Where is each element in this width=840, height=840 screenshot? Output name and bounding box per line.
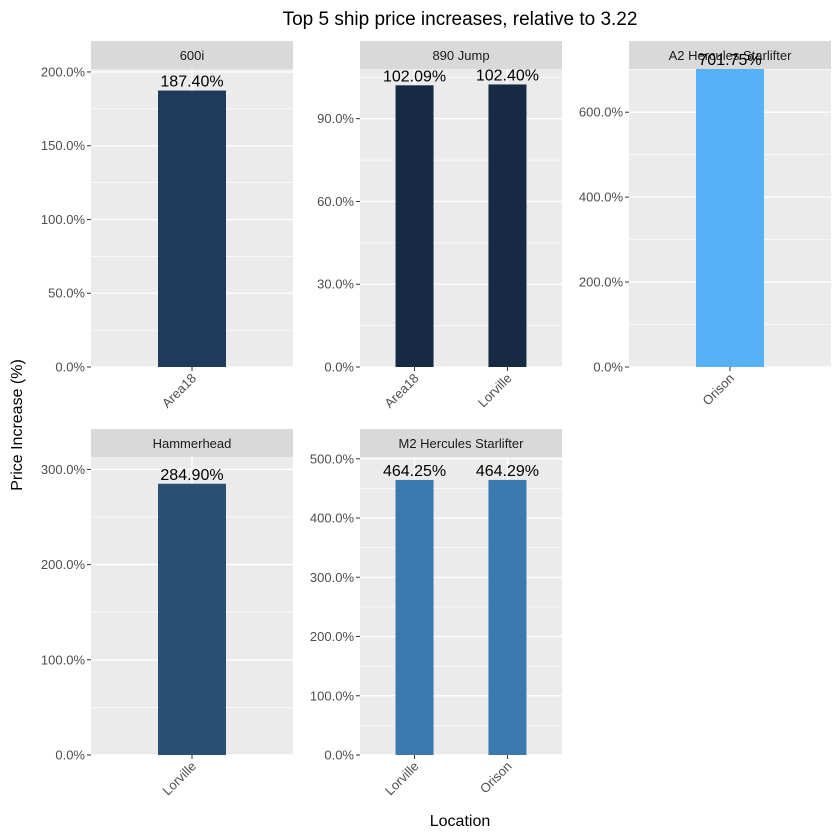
facet-panel: Hammerhead 284.90% 0.0% 100.0% 200.0% 300.0% L… xyxy=(41,429,293,798)
facet-strip xyxy=(629,41,831,69)
facet-strip-label: M2 Hercules Starlifter xyxy=(399,436,525,451)
y-tick-label: 30.0% xyxy=(317,277,354,292)
bar xyxy=(158,90,226,368)
facet-strip xyxy=(91,429,293,457)
facet-panel-background xyxy=(360,69,562,367)
data-label: 284.90% xyxy=(160,467,223,484)
facet-strip xyxy=(91,41,293,69)
chart-title: Top 5 ship price increases, relative to … xyxy=(283,9,638,30)
data-label: 464.25% xyxy=(383,463,446,480)
facet-strip xyxy=(360,429,562,457)
y-tick-label: 0.0% xyxy=(324,748,354,763)
y-tick-label: 400.0% xyxy=(310,511,355,526)
x-tick-label: Lorville xyxy=(475,371,515,411)
facet-strip-label: A2 Hercules Starlifter xyxy=(669,48,792,63)
y-tick-label: 600.0% xyxy=(579,105,624,120)
x-tick-label: Orison xyxy=(477,759,515,797)
data-label: 701.75% xyxy=(698,52,761,69)
facet-panel: 600i 187.40% 0.0% 50.0% 100.0% 150.0% 200.0% Ar… xyxy=(41,41,293,411)
bar xyxy=(696,69,764,367)
x-tick-label: Area18 xyxy=(159,371,199,411)
y-tick-label: 0.0% xyxy=(55,360,85,375)
facet-panels: 600i 187.40% 0.0% 50.0% 100.0% 150.0% 200.0% Ar… xyxy=(41,41,831,798)
data-label: 187.40% xyxy=(160,74,223,91)
x-tick-label: Lorville xyxy=(382,759,422,799)
y-tick-label: 300.0% xyxy=(41,462,86,477)
facet-panel-background xyxy=(360,457,562,755)
facet-strip-label: Hammerhead xyxy=(153,436,232,451)
y-tick-label: 200.0% xyxy=(41,64,86,79)
y-tick-label: 300.0% xyxy=(310,570,355,585)
y-tick-label: 500.0% xyxy=(310,451,355,466)
bar xyxy=(395,479,434,755)
x-tick-label: Area18 xyxy=(381,371,421,411)
y-tick-label: 200.0% xyxy=(41,557,86,572)
y-tick-label: 150.0% xyxy=(41,138,86,153)
data-label: 102.40% xyxy=(476,67,539,84)
facet-panel: 890 Jump 102.09% 102.40% 0.0% 30.0% 60.0% 90.0… xyxy=(317,41,562,411)
y-axis-title: Price Increase (%) xyxy=(9,359,26,491)
y-tick-label: 90.0% xyxy=(317,111,354,126)
facet-panel: M2 Hercules Starlifter 464.25% 464.29% 0.0%… xyxy=(310,429,562,798)
y-tick-label: 200.0% xyxy=(579,275,624,290)
data-label: 102.09% xyxy=(383,68,446,85)
x-tick-label: Lorville xyxy=(159,759,199,799)
bar xyxy=(158,483,226,755)
y-tick-label: 100.0% xyxy=(41,212,86,227)
y-tick-label: 100.0% xyxy=(310,688,355,703)
x-tick-label: Orison xyxy=(699,371,737,409)
y-tick-label: 200.0% xyxy=(310,629,355,644)
y-tick-label: 400.0% xyxy=(579,190,624,205)
bar xyxy=(488,84,527,368)
facet-strip xyxy=(360,41,562,69)
y-tick-label: 0.0% xyxy=(324,360,354,375)
bar xyxy=(395,85,434,367)
y-tick-label: 100.0% xyxy=(41,652,86,667)
y-tick-label: 50.0% xyxy=(48,286,85,301)
x-axis-title: Location xyxy=(430,813,491,830)
bar xyxy=(488,479,527,755)
y-tick-label: 0.0% xyxy=(55,748,85,763)
facet-strip-label: 890 Jump xyxy=(432,48,489,63)
y-tick-label: 60.0% xyxy=(317,194,354,209)
y-tick-label: 0.0% xyxy=(593,360,623,375)
data-label: 464.29% xyxy=(476,463,539,480)
facet-strip-label: 600i xyxy=(180,48,205,63)
